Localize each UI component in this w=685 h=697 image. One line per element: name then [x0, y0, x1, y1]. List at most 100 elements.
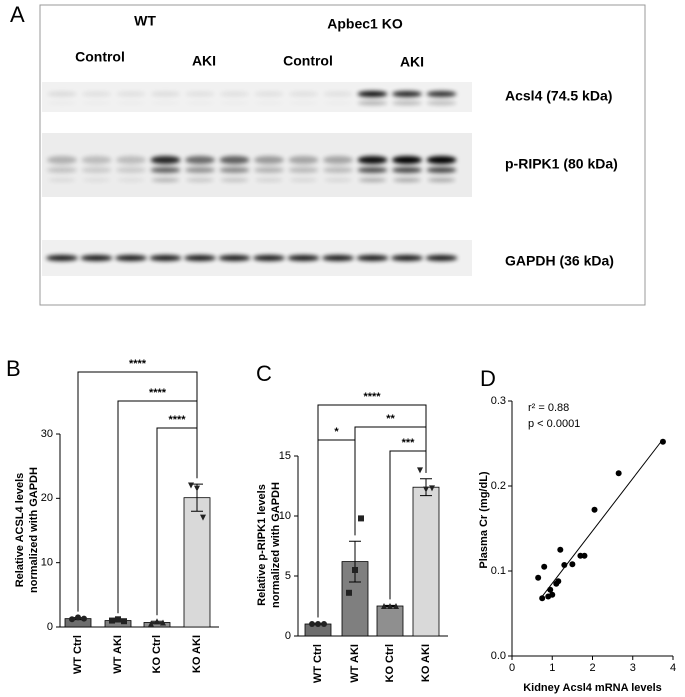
data-point: [69, 616, 75, 623]
blot-band: [186, 178, 214, 182]
data-point: [429, 485, 435, 492]
blot-band: [323, 156, 353, 164]
x-tick-label: KO AKI: [191, 635, 203, 673]
condition-label: Control: [75, 49, 125, 65]
y-axis-label: Plasma Cr (mg/dL): [478, 471, 490, 569]
data-point: [569, 561, 576, 568]
blot-band: [392, 156, 422, 164]
y-axis-label: Relative p-RIPK1 levels: [256, 484, 268, 606]
blot-band: [116, 101, 146, 105]
blot-band: [185, 91, 215, 97]
blot-band: [81, 91, 112, 97]
blot-band: [116, 91, 146, 97]
blot-band: [220, 101, 250, 105]
x-tick-label: WT AKI: [112, 635, 124, 674]
band-label: GAPDH (36 kDa): [505, 253, 614, 269]
data-point: [121, 618, 127, 625]
data-point: [591, 506, 598, 513]
data-point: [315, 621, 321, 627]
blot-band: [82, 101, 112, 105]
data-point: [81, 615, 87, 622]
data-point: [555, 578, 562, 585]
data-point: [160, 619, 166, 626]
x-tick-label: 3: [630, 662, 636, 674]
blot-frame: [39, 4, 646, 306]
blot-band: [150, 156, 181, 164]
data-point: [547, 586, 554, 593]
significance-label: *: [334, 426, 339, 438]
fit-line: [539, 438, 664, 600]
band-label: Acsl4 (74.5 kDa): [505, 88, 612, 104]
panel-letter: D: [480, 366, 496, 391]
blot-band: [47, 167, 77, 173]
data-point: [393, 603, 399, 609]
y-tick-label: 10: [41, 557, 53, 569]
data-point: [659, 438, 666, 445]
blot-band: [324, 178, 352, 182]
x-tick-label: WT AKI: [349, 644, 361, 683]
blot-band: [289, 101, 319, 105]
blot-band: [426, 101, 457, 105]
data-point: [188, 482, 194, 489]
data-point: [346, 589, 352, 596]
blot-band: [425, 255, 458, 261]
y-tick-label: 30: [41, 428, 53, 440]
blot-band: [219, 156, 250, 164]
blot-band: [219, 91, 250, 97]
stat-annotation: r² = 0.88: [528, 402, 569, 414]
error-bar: [349, 540, 361, 583]
data-point: [194, 485, 200, 492]
y-tick-label: 0.2: [491, 480, 506, 492]
x-tick-label: KO Ctrl: [384, 644, 396, 683]
blot-strip: [42, 82, 472, 112]
blot-band: [323, 167, 353, 173]
blot-band: [151, 101, 181, 105]
y-tick-label: 0: [47, 621, 53, 633]
blot-band: [288, 167, 319, 173]
blot-band: [427, 178, 456, 182]
x-axis-label: Kidney Acsl4 mRNA levels: [523, 682, 662, 694]
blot-band: [289, 178, 318, 182]
bar: [183, 497, 211, 628]
significance-label: ****: [363, 391, 381, 403]
blot-band: [82, 178, 111, 182]
significance-label: ****: [129, 358, 147, 370]
blot-band: [115, 255, 147, 261]
blot-band: [357, 156, 388, 164]
y-tick-label: 0.3: [491, 395, 506, 407]
significance-bracket: [77, 371, 198, 612]
x-tick-label: 1: [549, 662, 555, 674]
x-tick-label: WT Ctrl: [72, 635, 84, 674]
x-tick-label: 0: [509, 662, 515, 674]
blot-band: [185, 156, 215, 164]
panel-letter: A: [10, 2, 25, 27]
significance-label: ****: [168, 414, 186, 426]
blot-band: [47, 156, 77, 164]
data-point: [539, 595, 546, 602]
blot-band: [356, 255, 389, 261]
data-point: [154, 618, 160, 625]
data-point: [387, 603, 393, 609]
data-point: [561, 562, 568, 569]
blot-band: [254, 91, 284, 97]
blot-band: [47, 91, 77, 97]
blot-band: [392, 101, 422, 105]
bar: [412, 486, 440, 637]
blot-band: [287, 255, 320, 261]
blot-band: [426, 156, 457, 164]
blot-band: [254, 101, 284, 105]
y-axis-label: Relative ACSL4 levels: [14, 473, 26, 588]
blot-band: [46, 255, 78, 261]
blot-band: [47, 101, 77, 105]
y-tick-label: 0: [285, 630, 291, 642]
blot-band: [357, 167, 388, 173]
blot-band: [254, 167, 284, 173]
group-label: Apbec1 KO: [327, 16, 403, 32]
significance-bracket: [389, 450, 427, 600]
blot-band: [253, 255, 285, 261]
blot-band: [391, 255, 423, 261]
blot-band: [323, 101, 353, 105]
blot-band: [150, 167, 181, 173]
blot-band: [255, 178, 283, 182]
data-point: [148, 620, 154, 627]
